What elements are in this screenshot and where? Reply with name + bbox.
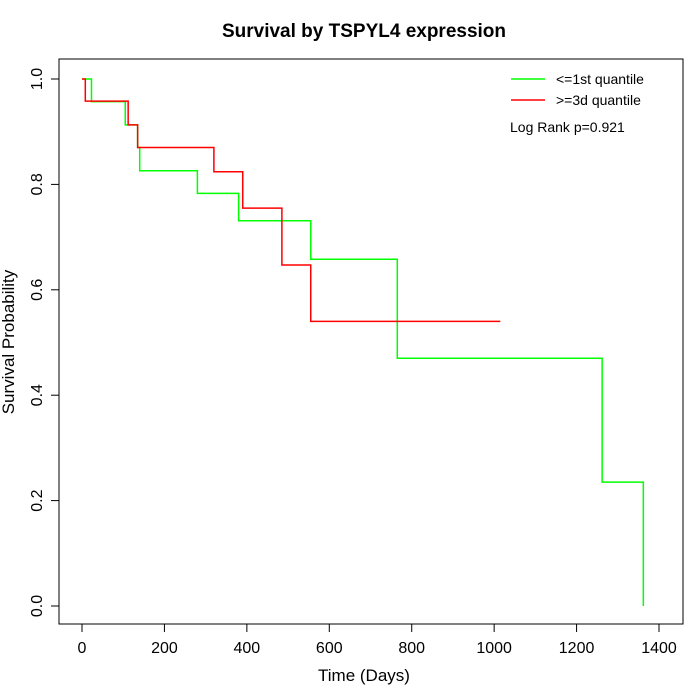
plot-frame [58,58,684,625]
x-tick-label-400: 400 [234,640,261,657]
y-tick-label-4: 0.8 [29,173,46,195]
x-tick-label-800: 800 [398,640,425,657]
legend: <=1st quantile >=3d quantile [511,71,644,108]
chart-title: Survival by TSPYL4 expression [222,21,506,42]
series-layer [82,78,645,606]
y-tick-label-1: 0.2 [29,489,46,511]
y-tick-label-5: 1.0 [29,68,46,90]
x-tick-label-1400: 1400 [641,640,677,657]
x-tick-label-1000: 1000 [476,640,512,657]
x-tick-label-1200: 1200 [559,640,595,657]
x-axis: 0 200 400 600 800 1000 1200 1400 [78,623,677,657]
legend-label-low: <=1st quantile [556,71,644,87]
x-axis-label: Time (Days) [318,666,410,685]
survival-curve-high [82,78,501,323]
survival-curve-low [82,78,645,606]
y-tick-label-3: 0.6 [29,279,46,301]
legend-label-high: >=3d quantile [556,92,641,108]
x-tick-label-200: 200 [151,640,178,657]
x-tick-label-0: 0 [78,640,87,657]
y-tick-label-2: 0.4 [29,384,46,406]
y-axis: 0.0 0.2 0.4 0.6 0.8 1.0 [29,68,60,617]
y-axis-label: Survival Probability [0,269,18,414]
y-tick-label-0: 0.0 [29,595,46,617]
log-rank-annotation: Log Rank p=0.921 [510,119,625,135]
x-tick-label-600: 600 [316,640,343,657]
